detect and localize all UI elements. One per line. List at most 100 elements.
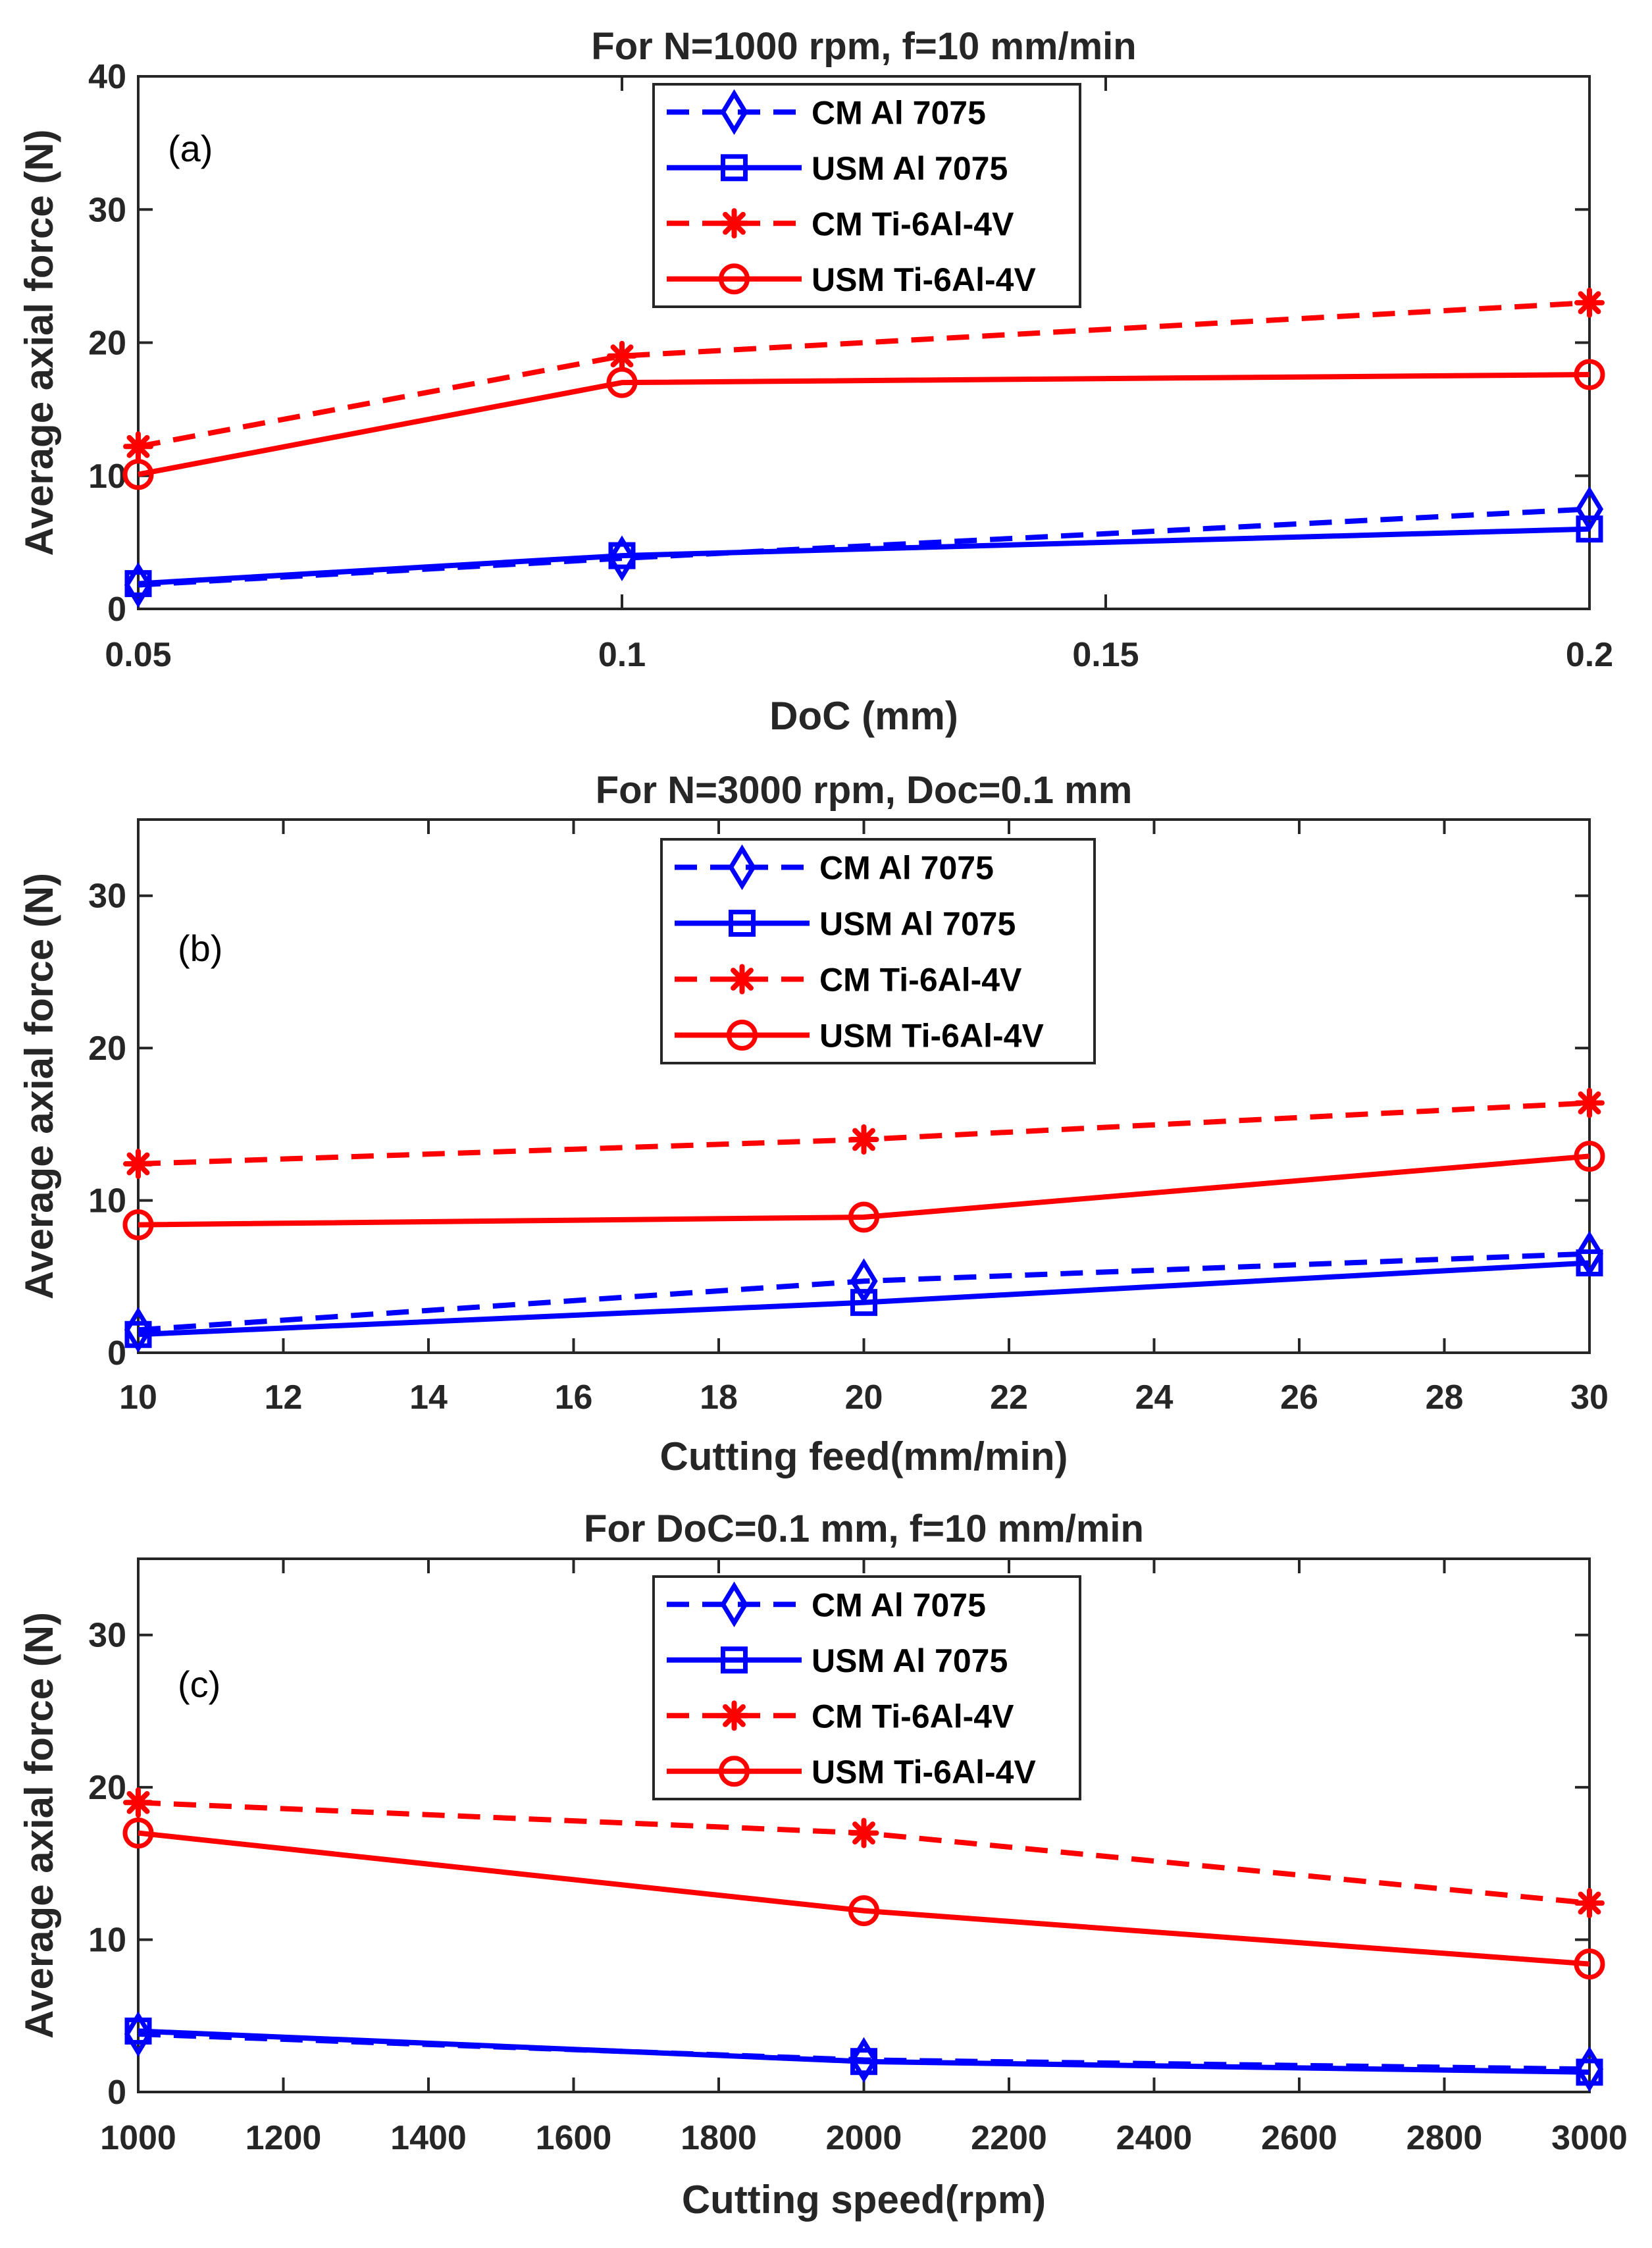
series-line — [138, 526, 1590, 587]
data-point — [123, 1787, 153, 1818]
panel-label: (a) — [168, 128, 213, 169]
chart-panel-3: 1000 1200 1400 1600 1800 2000 2200 2400 2600 2800… — [17, 1507, 1628, 2222]
legend-marker — [719, 263, 750, 295]
series-line — [138, 1830, 1590, 1967]
legend-marker — [729, 910, 756, 937]
y-axis-label: Average axial force (N) — [17, 873, 61, 1299]
data-point — [1574, 1087, 1605, 1118]
legend-marker — [720, 1581, 748, 1627]
chart-title: For DoC=0.1 mm, f=10 mm/min — [584, 1507, 1144, 1550]
series-usm-ti-6al-4v — [122, 359, 1605, 490]
data-point — [1576, 2058, 1603, 2086]
legend-marker-stroke — [723, 1704, 746, 1727]
x-tick-label: 10 — [119, 1378, 157, 1417]
series-line — [138, 372, 1590, 477]
y-tick-label: 20 — [88, 1030, 126, 1068]
legend-marker — [727, 964, 758, 995]
data-point — [122, 459, 154, 490]
legend: CM Al 7075 USM Al 7075 CM Ti-6Al-4V USM Ti-… — [652, 83, 1081, 308]
x-tick-label: 1800 — [681, 2119, 757, 2157]
series-line — [138, 300, 1590, 450]
y-axis-label: Average axial force (N) — [17, 1612, 61, 2039]
series-line — [138, 1251, 1590, 1333]
series-line — [138, 1153, 1590, 1228]
series-cm-ti-6al-4v — [123, 1087, 1605, 1180]
x-tick-label: 14 — [409, 1378, 448, 1417]
x-tick-label: 0.15 — [1072, 636, 1139, 674]
data-point-stroke — [126, 1791, 150, 1814]
y-tick-label: 30 — [88, 1617, 126, 1655]
legend-marker — [719, 1700, 750, 1731]
legend-marker — [721, 1646, 748, 1674]
legend-entry: CM Al 7075 — [812, 1586, 986, 1623]
x-tick-label: 28 — [1426, 1378, 1464, 1417]
y-tick-label: 0 — [107, 1334, 126, 1372]
panel-label: (c) — [178, 1663, 220, 1705]
legend-marker-stroke — [731, 968, 754, 991]
panel-label: (b) — [178, 928, 222, 969]
x-tick-label: 30 — [1570, 1378, 1609, 1417]
legend-entry: CM Ti-6Al-4V — [819, 962, 1022, 999]
legend-entry: CM Al 7075 — [819, 850, 994, 887]
legend-entry: USM Al 7075 — [812, 1642, 1008, 1679]
data-point — [850, 1289, 877, 1317]
data-point — [850, 1258, 878, 1304]
data-point — [607, 340, 637, 371]
data-point — [607, 535, 636, 581]
series-cm-ti-6al-4v — [123, 287, 1605, 462]
data-point — [1574, 1140, 1605, 1172]
data-point-stroke — [852, 1128, 875, 1151]
data-point-stroke — [126, 434, 150, 458]
x-tick-label: 16 — [555, 1378, 593, 1417]
data-point-stroke — [1578, 1891, 1601, 1915]
series-usm-ti-6al-4v — [122, 1817, 1605, 1980]
legend-entry: USM Ti-6Al-4V — [812, 261, 1036, 298]
y-tick-label: 30 — [88, 191, 126, 229]
x-tick-label: 1000 — [100, 2119, 176, 2157]
data-point — [1574, 1948, 1605, 1980]
data-point-stroke — [1578, 1091, 1601, 1114]
series-cm-ti-6al-4v — [123, 1787, 1605, 1919]
data-point-stroke — [126, 1152, 150, 1176]
data-point — [606, 367, 638, 398]
data-point — [124, 562, 153, 608]
legend: CM Al 7075 USM Al 7075 CM Ti-6Al-4V USM Ti-… — [652, 1575, 1081, 1800]
x-tick-label: 26 — [1280, 1378, 1318, 1417]
data-point — [850, 2048, 877, 2076]
data-point — [1576, 515, 1603, 543]
x-axis-label: Cutting feed(mm/min) — [660, 1434, 1068, 1478]
y-tick-label: 0 — [107, 2074, 126, 2112]
series-usm-al-7075 — [124, 1249, 1603, 1348]
data-point — [848, 1817, 879, 1848]
x-tick-label: 24 — [1135, 1378, 1174, 1417]
y-tick-label: 40 — [88, 58, 126, 96]
legend-marker — [719, 208, 750, 239]
y-tick-label: 10 — [88, 1182, 126, 1220]
data-point — [848, 1201, 879, 1233]
legend-entry: CM Ti-6Al-4V — [812, 205, 1014, 242]
data-point — [124, 570, 152, 598]
data-point-stroke — [852, 1821, 875, 1845]
x-tick-label: 0.2 — [1566, 636, 1613, 674]
x-tick-label: 1200 — [245, 2119, 322, 2157]
legend-entry: USM Ti-6Al-4V — [819, 1018, 1044, 1055]
legend-marker-stroke — [723, 211, 746, 235]
x-axis-label: Cutting speed(rpm) — [682, 2178, 1046, 2222]
x-tick-label: 2200 — [971, 2119, 1047, 2157]
data-point — [1574, 1888, 1605, 1919]
chart-panel-2: 10 12 14 16 18 20 22 24 26 28 30 0 10 20 30 For N=3000 … — [17, 769, 1609, 1478]
data-point — [608, 542, 636, 569]
series-line — [138, 2028, 1590, 2075]
data-point — [123, 1149, 153, 1180]
data-point — [848, 1895, 879, 1927]
data-point — [124, 2011, 153, 2057]
chart-title: For N=1000 rpm, f=10 mm/min — [591, 25, 1136, 68]
x-tick-label: 2400 — [1116, 2119, 1193, 2157]
legend-marker — [721, 154, 748, 182]
x-tick-label: 1600 — [536, 2119, 612, 2157]
x-tick-label: 0.1 — [598, 636, 646, 674]
x-tick-label: 18 — [700, 1378, 738, 1417]
data-point — [122, 1817, 154, 1849]
legend-entry: CM Ti-6Al-4V — [812, 1698, 1014, 1735]
